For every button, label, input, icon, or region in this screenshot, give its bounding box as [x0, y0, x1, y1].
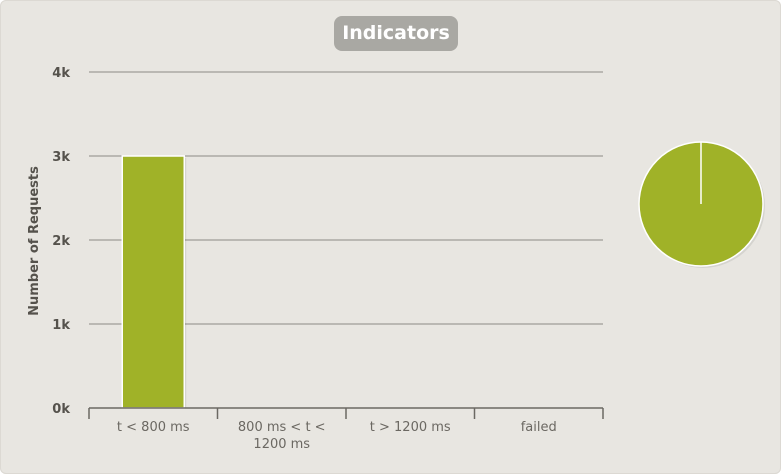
x-tick-label: failed — [521, 420, 557, 435]
y-axis-ticks: 0k 1k 2k 3k 4k — [52, 66, 70, 417]
y-tick-label: 1k — [52, 318, 70, 333]
x-tick-label: t > 1200 ms — [370, 420, 451, 435]
chart-title: Indicators — [334, 16, 458, 51]
bars — [121, 155, 187, 409]
y-axis-label: Number of Requests — [27, 166, 42, 316]
bar — [121, 155, 185, 409]
x-tick-label: t < 800 ms — [117, 420, 190, 435]
x-axis: t < 800 ms 800 ms < t <1200 ms t > 1200 ms… — [88, 407, 604, 452]
y-tick-label: 2k — [52, 234, 70, 249]
x-tick-label: 800 ms < t <1200 ms — [238, 420, 326, 452]
y-tick-label: 0k — [52, 402, 70, 417]
pie-chart — [638, 141, 765, 268]
y-tick-label: 3k — [52, 150, 70, 165]
y-tick-label: 4k — [52, 66, 70, 81]
